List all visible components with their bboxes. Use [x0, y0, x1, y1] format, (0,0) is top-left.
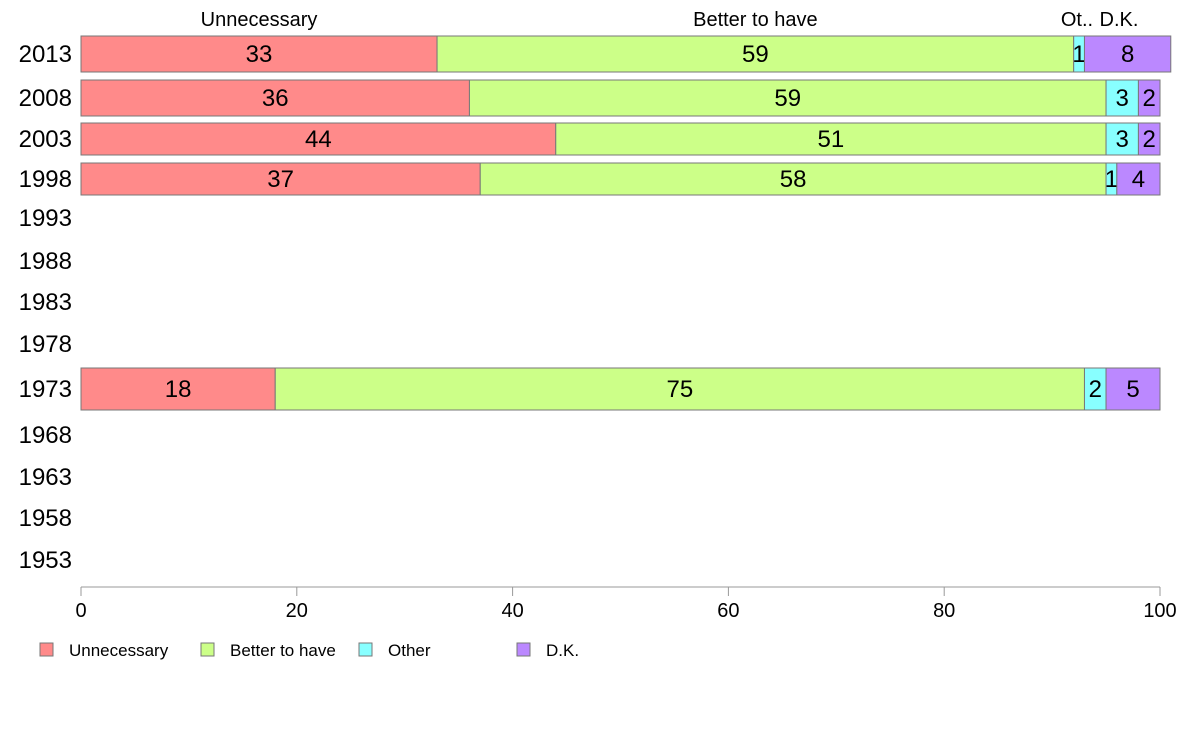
bar-1998-better-to-have	[479, 162, 1107, 196]
year-label-2013: 2013	[19, 41, 72, 68]
bar-1998-unnecessary	[80, 162, 481, 196]
year-label-2008: 2008	[19, 85, 72, 112]
data-label-2008-unnecessary: 36	[262, 85, 289, 112]
x-tick-label-60: 60	[717, 600, 739, 622]
data-label-2013-d-k-: 8	[1121, 41, 1134, 68]
bar-2003-unnecessary	[80, 122, 557, 156]
data-label-2013-unnecessary: 33	[246, 41, 273, 68]
top-category-label-3: D.K.	[1100, 9, 1139, 31]
legend-swatch-other	[358, 642, 373, 657]
x-tick-label-20: 20	[286, 600, 308, 622]
data-label-1973-d-k-: 5	[1126, 376, 1139, 403]
legend-swatch-unnecessary	[39, 642, 54, 657]
year-label-1988: 1988	[19, 248, 72, 275]
data-label-2003-unnecessary: 44	[305, 126, 332, 153]
bar-2003-better-to-have	[555, 122, 1107, 156]
top-category-label-2: Ot..	[1061, 9, 1093, 31]
legend-swatch-d-k-	[516, 642, 531, 657]
bar-1973-better-to-have	[274, 367, 1085, 411]
data-label-2008-better-to-have: 59	[774, 85, 801, 112]
data-label-1998-better-to-have: 58	[780, 166, 807, 193]
legend-label-better-to-have: Better to have	[230, 641, 336, 660]
year-label-1963: 1963	[19, 464, 72, 491]
legend-label-unnecessary: Unnecessary	[69, 641, 169, 660]
data-label-2008-other: 3	[1116, 85, 1129, 112]
legend-swatch-better-to-have	[200, 642, 215, 657]
data-label-1973-unnecessary: 18	[165, 376, 192, 403]
year-label-1953: 1953	[19, 547, 72, 574]
bar-1973-d-k-	[1105, 367, 1161, 411]
bar-2008-d-k-	[1137, 79, 1161, 117]
top-category-label-1: Better to have	[693, 9, 818, 31]
year-label-1968: 1968	[19, 422, 72, 449]
data-label-2003-d-k-: 2	[1143, 126, 1156, 153]
data-label-1998-d-k-: 4	[1132, 166, 1145, 193]
data-label-2008-d-k-: 2	[1143, 85, 1156, 112]
data-label-1998-unnecessary: 37	[267, 166, 294, 193]
year-label-1998: 1998	[19, 166, 72, 193]
data-label-1973-better-to-have: 75	[666, 376, 693, 403]
bar-2013-d-k-	[1083, 35, 1172, 73]
data-label-2003-other: 3	[1116, 126, 1129, 153]
year-label-1978: 1978	[19, 331, 72, 358]
bar-2008-better-to-have	[468, 79, 1107, 117]
bar-2013-unnecessary	[80, 35, 438, 73]
data-label-2013-other: 1	[1072, 41, 1085, 68]
year-label-1973: 1973	[19, 376, 72, 403]
bar-2013-better-to-have	[436, 35, 1075, 73]
data-label-2003-better-to-have: 51	[818, 126, 845, 153]
top-category-label-0: Unnecessary	[201, 9, 318, 31]
data-label-1998-other: 1	[1105, 166, 1118, 193]
x-tick-label-80: 80	[933, 600, 955, 622]
bar-2003-d-k-	[1137, 122, 1161, 156]
year-label-1958: 1958	[19, 505, 72, 532]
bar-1998-d-k-	[1116, 162, 1161, 196]
year-label-1993: 1993	[19, 205, 72, 232]
legend-label-other: Other	[388, 641, 431, 660]
legend-label-d-k-: D.K.	[546, 641, 579, 660]
x-tick-label-0: 0	[75, 600, 86, 622]
year-label-2003: 2003	[19, 126, 72, 153]
x-tick-label-40: 40	[501, 600, 523, 622]
bar-2008-other	[1105, 79, 1139, 117]
data-label-2013-better-to-have: 59	[742, 41, 769, 68]
year-label-1983: 1983	[19, 289, 72, 316]
data-label-1973-other: 2	[1089, 376, 1102, 403]
x-tick-label-100: 100	[1143, 600, 1176, 622]
